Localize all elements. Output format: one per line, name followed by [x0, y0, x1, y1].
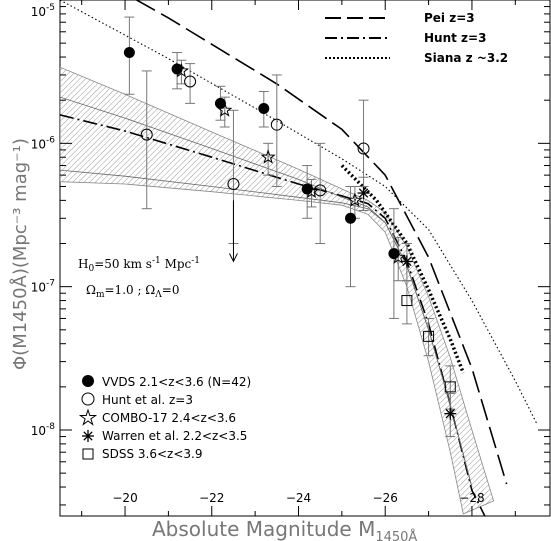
model-curves — [60, 0, 538, 516]
curve-fit-steep — [60, 96, 473, 488]
legend-label-hunt: Hunt z=3 — [424, 31, 486, 45]
point-hunt-et-al-z-3-3 — [270, 118, 283, 131]
legend-label-sdss: SDSS 3.6<z<3.9 — [102, 447, 202, 461]
x-tick-label: −22 — [199, 491, 224, 505]
point-sdss-3-6-z-3-9-0 — [401, 295, 413, 307]
point-combo-17-2-4-z-3-6-4 — [347, 192, 363, 207]
point-combo-17-2-4-z-3-6-2 — [260, 149, 276, 164]
y-tick-label: 10-5 — [31, 3, 55, 19]
x-tick-label: −28 — [459, 491, 484, 505]
line-legend: Pei z=3 Hunt z=3 Siana z ~3.2 — [325, 11, 508, 65]
y-axis-title: Φ(M1450Å)(Mpc⁻³ mag⁻¹) — [9, 138, 31, 370]
legend-marker-warren — [82, 430, 94, 442]
point-vvds-2-1-z-3-6-n-42-6 — [388, 248, 400, 260]
band-area — [60, 66, 495, 515]
point-vvds-2-1-z-3-6-n-42-2 — [214, 97, 226, 109]
legend-label-hunt-points: Hunt et al. z=3 — [102, 393, 193, 407]
y-tick-label: 10-8 — [31, 422, 56, 438]
point-warren-et-al-2-2-z-3-5-0 — [357, 187, 370, 200]
point-combo-17-2-4-z-3-6-3 — [303, 183, 320, 199]
plot-frame — [59, 0, 551, 517]
omega-label: Ωm=1.0 ; ΩΛ=0 — [86, 283, 179, 300]
point-sdss-3-6-z-3-9-2 — [444, 381, 456, 393]
legend-label-warren: Warren et al. 2.2<z<3.5 — [102, 429, 247, 443]
errorbar-hunt-et-al-z-3-3 — [271, 74, 282, 187]
point-vvds-2-1-z-3-6-n-42-0 — [123, 47, 135, 59]
legend-label-pei: Pei z=3 — [424, 11, 475, 25]
y-tick-label: 10-7 — [31, 279, 55, 295]
errorbar-sdss-3-6-z-3-9-1 — [423, 317, 434, 357]
point-vvds-2-1-z-3-6-n-42-4 — [301, 183, 313, 195]
point-hunt-et-al-z-3-5 — [357, 142, 370, 155]
errorbar-hunt-et-al-z-3-1 — [185, 63, 196, 104]
point-hunt-et-al-z-3-4 — [314, 184, 327, 197]
point-hunt-et-al-z-3-2 — [227, 178, 240, 191]
legend-marker-vvds — [82, 375, 94, 387]
point-combo-17-2-4-z-3-6-5 — [390, 249, 406, 264]
confidence-band — [60, 66, 495, 515]
errorbar-sdss-3-6-z-3-9-0 — [401, 280, 412, 325]
point-vvds-2-1-z-3-6-n-42-3 — [258, 102, 270, 114]
y-tick-label: 10-6 — [31, 135, 56, 151]
curve-dotted-fit — [340, 164, 465, 374]
legend-marker-combo — [78, 408, 98, 426]
x-tick-label: −20 — [112, 491, 137, 505]
error-bars — [124, 16, 456, 438]
point-hunt-et-al-z-3-1 — [184, 75, 197, 88]
errorbar-combo-17-2-4-z-3-6-2 — [263, 142, 274, 176]
legend-marker-hunt — [81, 392, 95, 406]
x-tick-label: −24 — [286, 491, 311, 505]
axis-ticks: −20 −22 −24 −26 −28 10-5 10-6 10-7 10-8 — [31, 0, 550, 516]
x-axis-title: Absolute Magnitude M1450Å — [152, 517, 417, 541]
cosmology-annotation: H0=50 km s-1 Mpc-1 Ωm=1.0 ; ΩΛ=0 — [78, 256, 200, 300]
point-sdss-3-6-z-3-9-1 — [423, 330, 435, 342]
point-vvds-2-1-z-3-6-n-42-5 — [345, 212, 357, 224]
upper-limit-arrow — [229, 200, 238, 263]
point-warren-et-al-2-2-z-3-5-2 — [444, 407, 457, 420]
data-points — [123, 47, 457, 420]
x-tick-label: −26 — [373, 491, 398, 505]
errorbar-combo-17-2-4-z-3-6-5 — [393, 237, 404, 282]
point-legend: VVDS 2.1<z<3.6 (N=42) Hunt et al. z=3 CO… — [78, 375, 251, 461]
point-warren-et-al-2-2-z-3-5-1 — [400, 255, 413, 268]
curve-siana-z-3-2 — [60, 0, 538, 425]
point-hunt-et-al-z-3-0 — [140, 128, 153, 141]
legend-label-vvds: VVDS 2.1<z<3.6 (N=42) — [102, 375, 251, 389]
hubble-constant-label: H0=50 km s-1 Mpc-1 — [78, 256, 200, 274]
errorbar-hunt-et-al-z-3-4 — [315, 142, 326, 245]
point-combo-17-2-4-z-3-6-0 — [173, 62, 189, 78]
legend-label-combo: COMBO-17 2.4<z<3.6 — [102, 411, 236, 425]
arrow-head — [229, 253, 238, 263]
point-combo-17-2-4-z-3-6-1 — [217, 102, 233, 117]
legend-marker-sdss — [82, 448, 94, 460]
legend-label-siana: Siana z ~3.2 — [424, 51, 508, 65]
